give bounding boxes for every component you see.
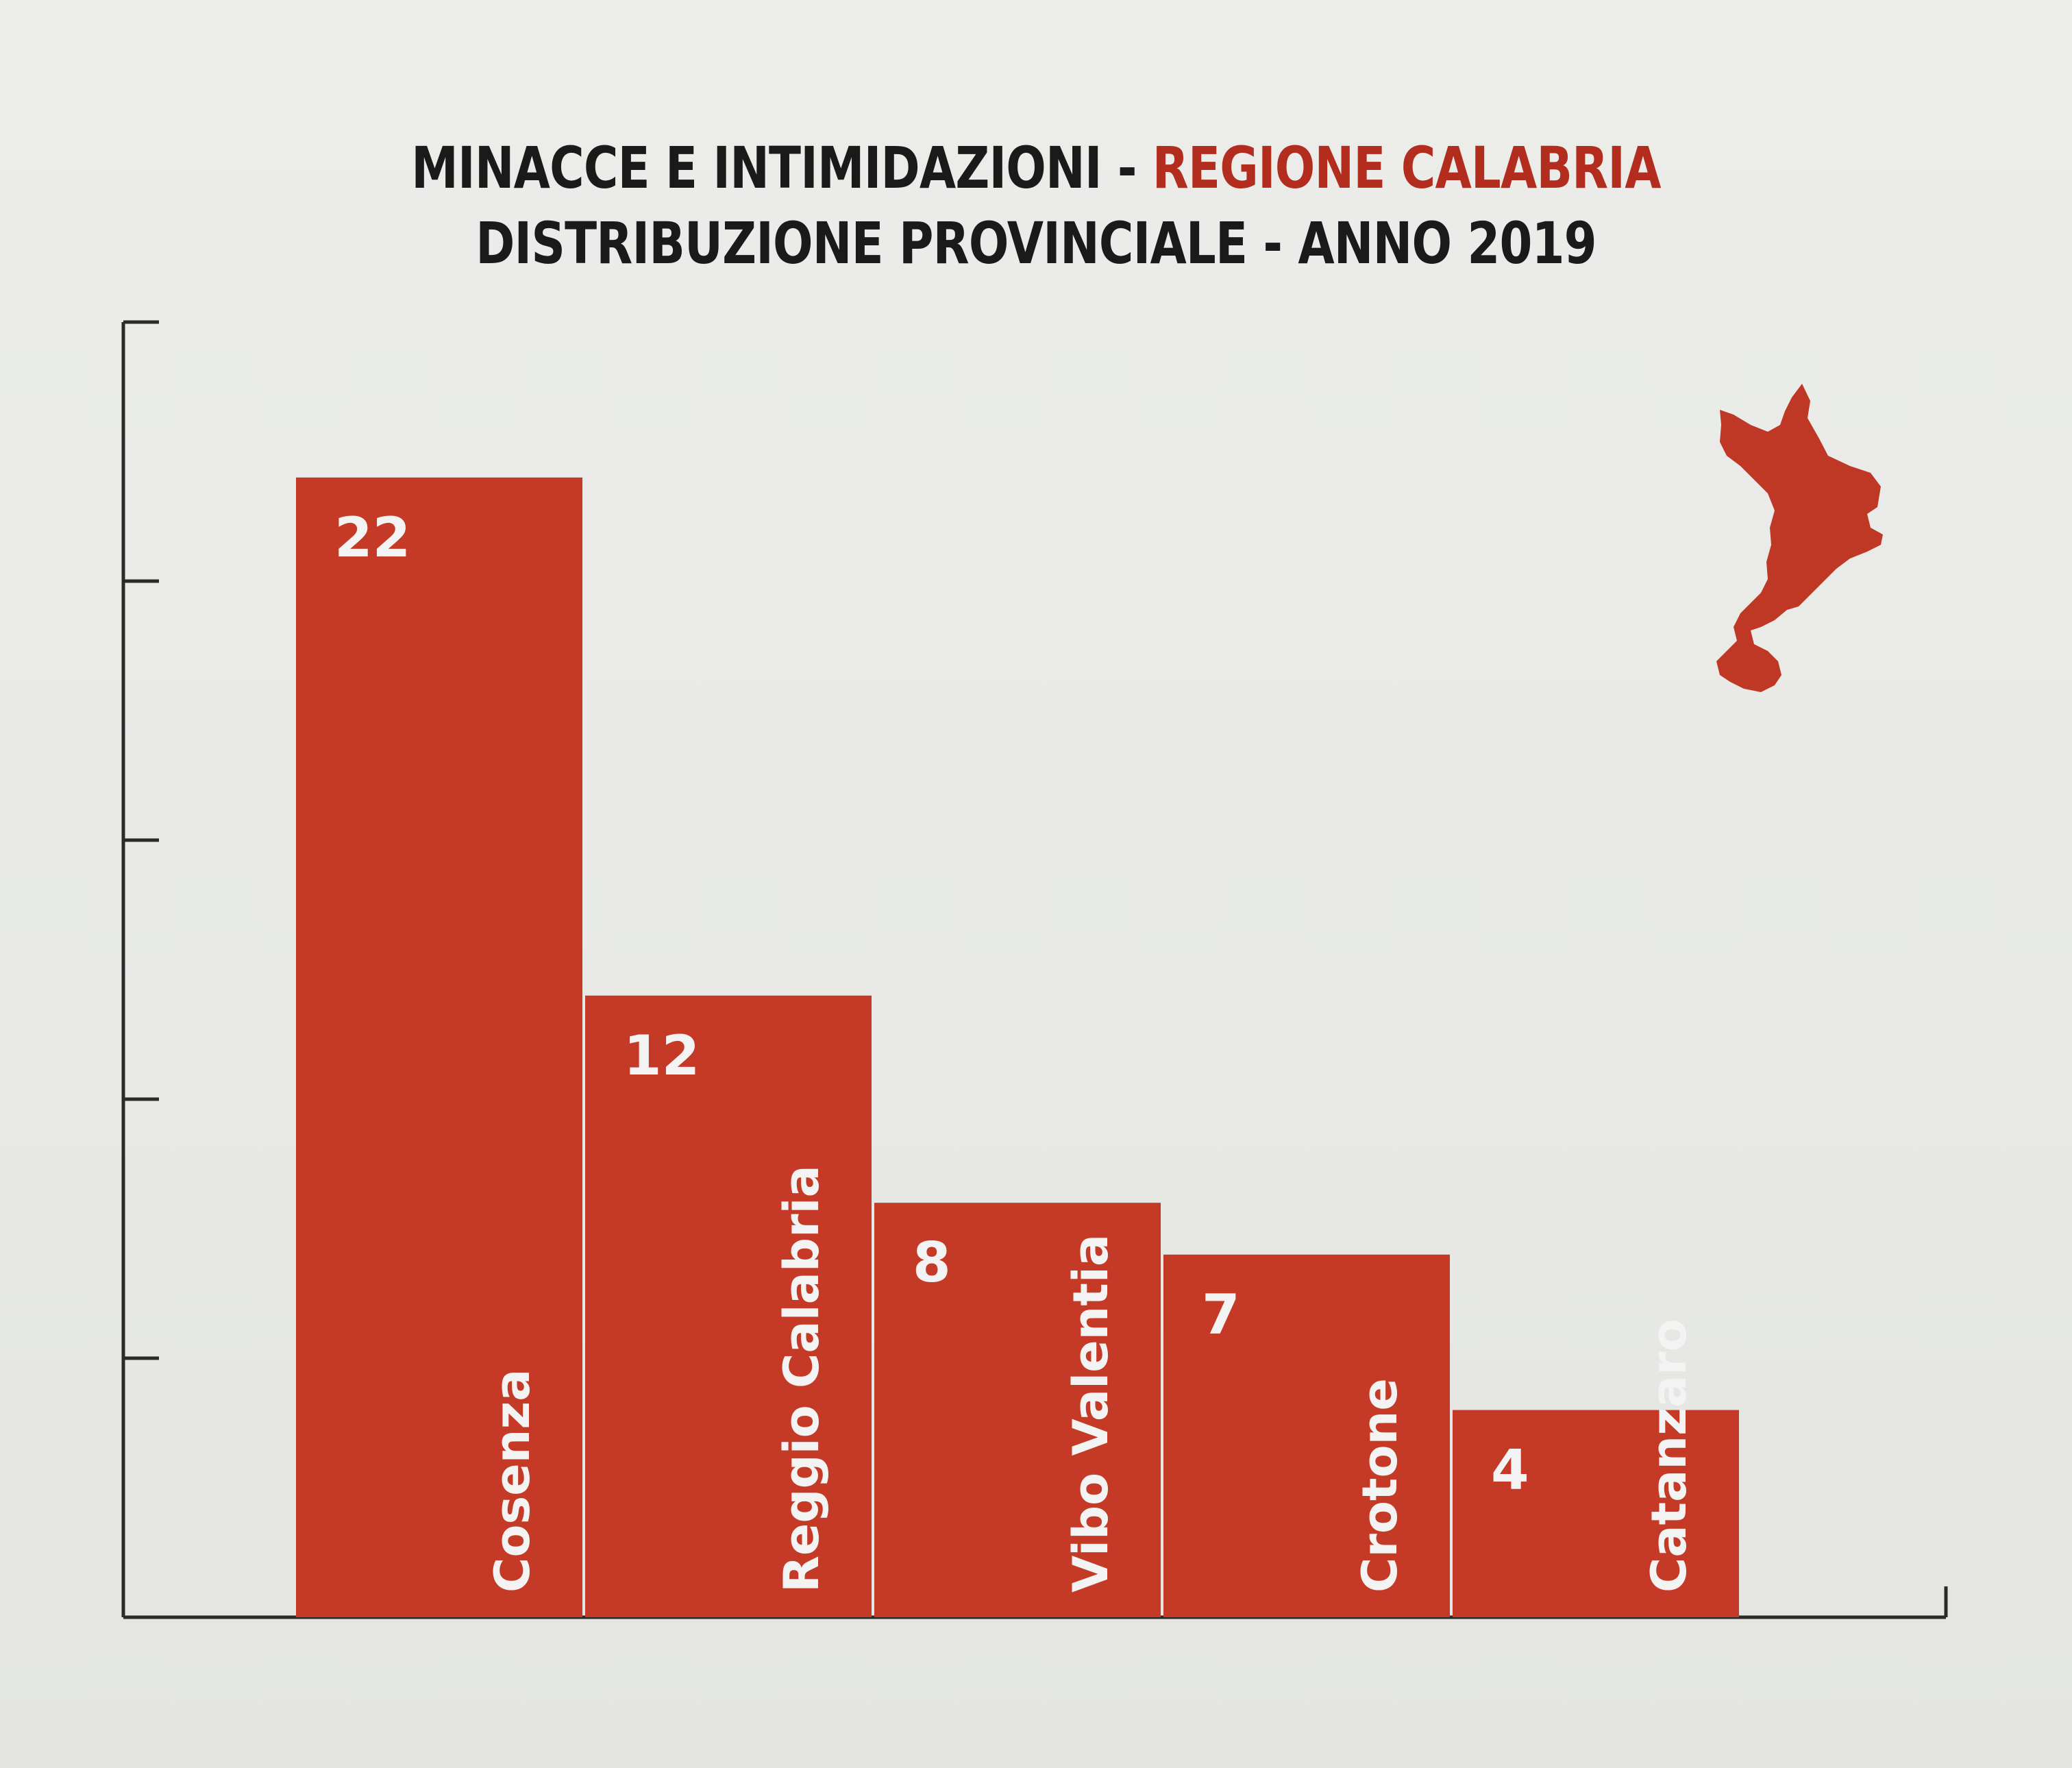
category-label: Catanzaro	[1641, 1318, 1697, 1593]
value-label: 7	[1202, 1283, 1240, 1347]
category-label: Crotone	[1352, 1378, 1408, 1593]
title-line-1: MINACCE E INTIMIDAZIONI - REGIONE CALABR…	[186, 130, 1886, 206]
bar-crotone	[1163, 1254, 1450, 1617]
calabria-map-icon	[1716, 384, 1883, 692]
bar-catanzaro	[1453, 1410, 1739, 1617]
title-accent-part: REGIONE CALABRIA	[1152, 134, 1662, 201]
calabria-region-shape	[1716, 384, 1883, 692]
chart-title: MINACCE E INTIMIDAZIONI - REGIONE CALABR…	[186, 130, 1886, 281]
value-label: 12	[624, 1024, 700, 1088]
bar-vibo-valentia	[874, 1203, 1161, 1617]
bar-group: 22 Cosenza 12 Reggio Calabria 8 Vibo Valentia…	[296, 477, 1739, 1617]
category-label: Vibo Valentia	[1063, 1234, 1119, 1593]
title-dark-part: MINACCE E INTIMIDAZIONI -	[411, 134, 1137, 201]
value-label: 4	[1491, 1438, 1529, 1502]
value-label: 8	[913, 1231, 951, 1294]
value-label: 22	[334, 506, 410, 569]
title-line-2: DISTRIBUZIONE PROVINCIALE - ANNO 2019	[476, 210, 1596, 277]
bar-reggio-calabria	[585, 995, 872, 1617]
category-label: Cosenza	[484, 1369, 541, 1593]
bar-cosenza	[296, 477, 582, 1617]
category-label: Reggio Calabria	[774, 1165, 830, 1593]
